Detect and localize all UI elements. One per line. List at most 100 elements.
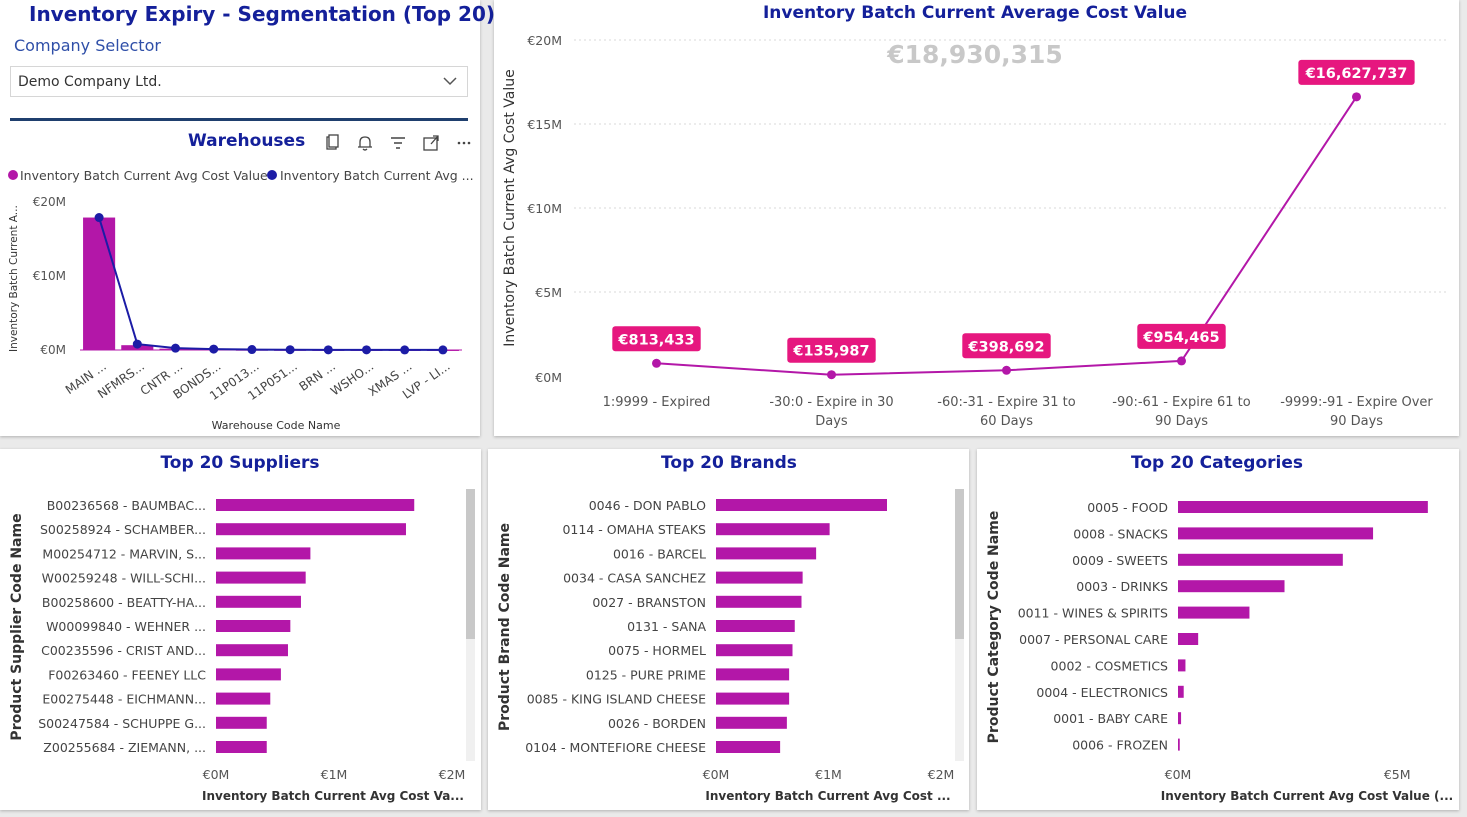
bar: [716, 741, 781, 753]
bar: [216, 595, 301, 608]
company-dropdown[interactable]: Demo Company Ltd.: [10, 66, 468, 97]
bar: [716, 547, 817, 560]
line-point: [400, 345, 410, 355]
scrollbar-thumb[interactable]: [466, 489, 475, 639]
company-dropdown-value: Demo Company Ltd.: [18, 74, 162, 90]
scrollbar-thumb[interactable]: [955, 489, 964, 639]
category-label: 0027 - BRANSTON: [592, 595, 706, 610]
category-label: 0005 - FOOD: [1087, 500, 1168, 515]
legend-marker-1: [8, 170, 18, 180]
bar: [716, 716, 787, 729]
y-axis-title: Product Supplier Code Name: [9, 513, 25, 740]
x-tick-label: €1M: [815, 767, 842, 782]
line-point: [827, 370, 836, 380]
data-label: €813,433: [617, 332, 694, 348]
category-label: B00236568 - BAUMBAC...: [47, 498, 206, 513]
line-point: [132, 339, 142, 349]
data-label: €135,987: [792, 344, 869, 360]
y-tick-label: €5M: [535, 285, 562, 300]
x-tick-label-line2: 60 Days: [980, 414, 1033, 429]
visual-header-icons: [322, 133, 478, 153]
bar: [716, 595, 802, 608]
x-tick-label: -60:-31 - Expire 31 to: [937, 395, 1076, 410]
chart-title: Top 20 Suppliers: [160, 453, 319, 473]
x-tick-label-line2: 90 Days: [1155, 414, 1208, 429]
category-label: E00275448 - EICHMANN...: [42, 692, 206, 707]
x-axis-title: Warehouse Code Name: [212, 419, 341, 432]
legend-label-2: Inventory Batch Current Avg ...: [280, 168, 474, 183]
bar: [216, 716, 267, 729]
line-point: [1002, 365, 1011, 375]
category-label: 0016 - BARCEL: [613, 546, 706, 561]
bar: [83, 217, 116, 350]
more-options-icon[interactable]: [454, 133, 478, 153]
bar: [716, 499, 887, 511]
y-axis-title: Inventory Batch Current A...: [8, 205, 20, 352]
line-point: [171, 343, 180, 353]
chevron-down-icon: [442, 73, 458, 93]
category-label: 0114 - OMAHA STEAKS: [562, 522, 706, 537]
expiry-panel: Inventory Batch Current Average Cost Val…: [494, 0, 1459, 436]
x-tick-label-line2: Days: [815, 414, 848, 429]
expiry-title: Inventory Batch Current Average Cost Val…: [763, 3, 1187, 23]
category-label: W00259248 - WILL-SCHI...: [42, 571, 206, 586]
category-label: 0001 - BABY CARE: [1053, 711, 1168, 726]
data-label-bg: [1298, 59, 1415, 85]
series-line: [656, 96, 1358, 376]
bar: [216, 620, 291, 632]
data-label: €398,692: [967, 339, 1044, 355]
filter-icon[interactable]: [388, 133, 412, 153]
data-label-bg: [612, 326, 701, 352]
y-tick-label: €10M: [527, 201, 562, 216]
category-label: 0007 - PERSONAL CARE: [1019, 632, 1168, 647]
category-label: W00099840 - WEHNER ...: [46, 619, 206, 634]
category-label: 0046 - DON PABLO: [589, 498, 706, 513]
category-label: 0002 - COSMETICS: [1051, 658, 1169, 673]
copy-icon[interactable]: [322, 133, 346, 153]
bar: [216, 547, 311, 560]
focus-mode-icon[interactable]: [421, 133, 445, 153]
y-tick-label: €0M: [535, 370, 562, 385]
y-tick-label: €20M: [527, 33, 562, 48]
x-tick-label: €2M: [439, 767, 466, 782]
bar: [216, 741, 267, 753]
bell-icon[interactable]: [355, 133, 379, 153]
category-label: 0009 - SWEETS: [1072, 553, 1168, 568]
bar: [216, 668, 281, 681]
y-tick-label: €20M: [33, 195, 66, 209]
y-tick-label: €15M: [527, 117, 562, 132]
legend-marker-2: [267, 170, 277, 180]
line-point: [285, 345, 295, 355]
line-point: [1177, 356, 1186, 366]
bar: [1178, 712, 1182, 725]
line-point: [209, 344, 219, 354]
line-point: [323, 345, 333, 355]
category-label: 0008 - SNACKS: [1073, 526, 1168, 541]
suppliers-chart: Top 20 Suppliers Product Supplier Code Na…: [9, 453, 475, 803]
bar: [216, 644, 288, 657]
series-line: [98, 217, 443, 351]
expiry-chart: Inventory Batch Current Average Cost Val…: [502, 3, 1449, 429]
y-axis-title: Product Category Code Name: [986, 511, 1002, 744]
y-tick-label: €10M: [33, 269, 66, 283]
line-point: [1352, 92, 1361, 102]
chart-title: Top 20 Categories: [1131, 453, 1303, 473]
y-axis-title: Product Brand Code Name: [497, 523, 513, 731]
category-label: 0104 - MONTEFIORE CHEESE: [525, 740, 706, 755]
brands-panel: Top 20 Brands Product Brand Code Name 0046…: [488, 449, 969, 810]
x-tick-label: €1M: [321, 767, 348, 782]
company-selector-label: Company Selector: [14, 36, 161, 55]
x-tick-label: €0M: [203, 767, 230, 782]
line-point: [247, 345, 257, 355]
category-label: S00258924 - SCHAMBER...: [40, 522, 206, 537]
bar: [1178, 738, 1180, 751]
line-point: [362, 345, 371, 355]
x-tick-label: -30:0 - Expire in 30: [769, 395, 893, 410]
x-tick-label: €0M: [703, 767, 730, 782]
category-label: 0034 - CASA SANCHEZ: [563, 571, 706, 586]
category-label: 0003 - DRINKS: [1076, 579, 1168, 594]
bar: [1178, 501, 1428, 513]
x-tick-label: 1:9999 - Expired: [603, 395, 711, 410]
y-axis-title: Inventory Batch Current Avg Cost Value: [502, 69, 518, 346]
warehouses-title: Warehouses: [188, 131, 306, 151]
